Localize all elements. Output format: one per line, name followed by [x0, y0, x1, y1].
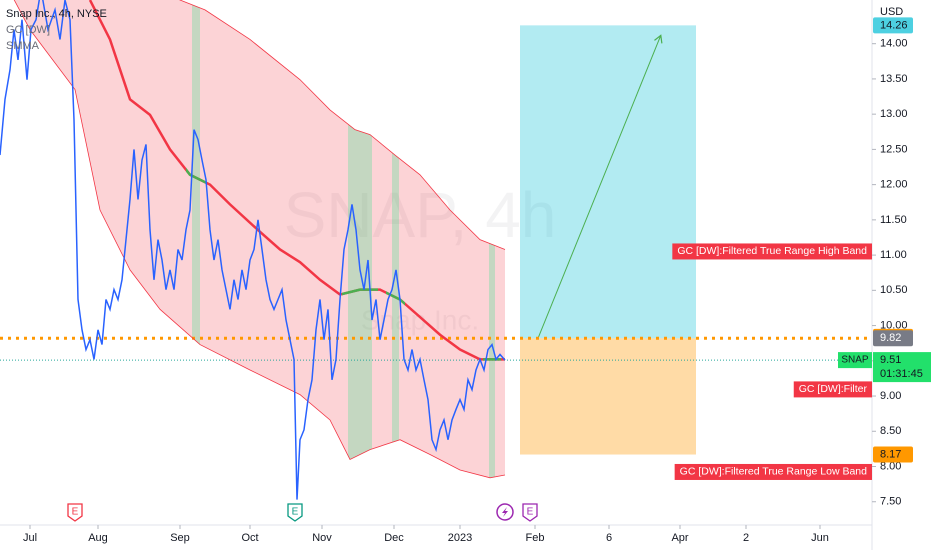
currency-label: USD: [880, 6, 903, 18]
countdown: 01:31:45: [880, 368, 923, 380]
x-tick-label: Jun: [811, 532, 829, 544]
band-fill: [14, 0, 505, 478]
green-zone: [392, 0, 399, 478]
last-price-label: 9.51: [880, 354, 901, 366]
x-tick-label: 6: [606, 532, 612, 544]
x-tick-label: Dec: [384, 532, 404, 544]
chart-title: Snap Inc., 4h, NYSE: [6, 8, 107, 20]
x-tick-label: Sep: [170, 532, 190, 544]
event-label: E: [292, 507, 299, 518]
indicator-label: GC [DW]:Filter: [799, 383, 868, 395]
indicator-label: GC [DW]:Filtered True Range Low Band: [680, 466, 867, 478]
stop-zone: [520, 338, 696, 455]
y-tick-label: 11.50: [880, 214, 907, 226]
y-tick-label: 8.50: [880, 425, 901, 437]
band-line: [179, 0, 506, 250]
symbol-tag-box: [838, 352, 872, 369]
y-tick-label: 12.50: [880, 143, 908, 155]
green-zone: [192, 0, 200, 478]
y-tick-label: 12.00: [880, 179, 908, 191]
event-icon: [522, 503, 538, 522]
target-zone: [520, 25, 696, 339]
y-tick-label: 11.00: [880, 249, 907, 261]
x-tick-label: Nov: [312, 532, 332, 544]
indicator-name: GC [DW]: [6, 24, 50, 36]
indicator-label-box: [672, 243, 872, 260]
filter-line: [88, 0, 505, 361]
indicator-label-box: [793, 381, 872, 398]
event-icon: [67, 503, 83, 522]
indicator-name: SMMA: [6, 40, 40, 52]
x-tick-label: Oct: [241, 532, 258, 544]
indicator-label-box: [674, 463, 872, 480]
trend-arrow: [537, 34, 663, 339]
event-icon: [287, 503, 303, 522]
y-tick-label: 13.50: [880, 73, 908, 85]
price-label-box: [873, 330, 913, 347]
band-line: [13, 0, 506, 479]
last-price-box: [873, 352, 931, 383]
y-tick-label: 14.00: [880, 38, 908, 50]
indicator-label: GC [DW]:Filtered True Range High Band: [677, 245, 867, 257]
symbol-tag: SNAP: [841, 355, 869, 366]
price-label-box: [873, 446, 913, 463]
x-tick-label: 2: [743, 532, 749, 544]
y-tick-label: 10.50: [880, 284, 908, 296]
y-tick-label: 10.00: [880, 319, 908, 331]
price-line: [0, 0, 506, 500]
price-label: 14.26: [880, 19, 908, 31]
x-tick-label: Jul: [23, 532, 37, 544]
price-label-box: [873, 17, 913, 34]
price-label: 9.82: [880, 332, 901, 344]
y-tick-label: 7.50: [880, 496, 901, 508]
event-label: E: [72, 507, 79, 518]
event-label: E: [527, 507, 534, 518]
price-label: 8.17: [880, 448, 901, 460]
x-tick-label: Feb: [526, 532, 545, 544]
x-tick-label: Aug: [88, 532, 108, 544]
watermark: SNAP, 4h: [284, 179, 557, 251]
watermark-sub: Snap Inc.: [361, 304, 479, 335]
dividend-icon: [496, 503, 514, 521]
y-tick-label: 9.00: [880, 390, 901, 402]
y-tick-label: 13.00: [880, 108, 908, 120]
y-tick-label: 8.00: [880, 460, 901, 472]
x-tick-label: Apr: [671, 532, 688, 544]
x-tick-label: 2023: [448, 532, 472, 544]
